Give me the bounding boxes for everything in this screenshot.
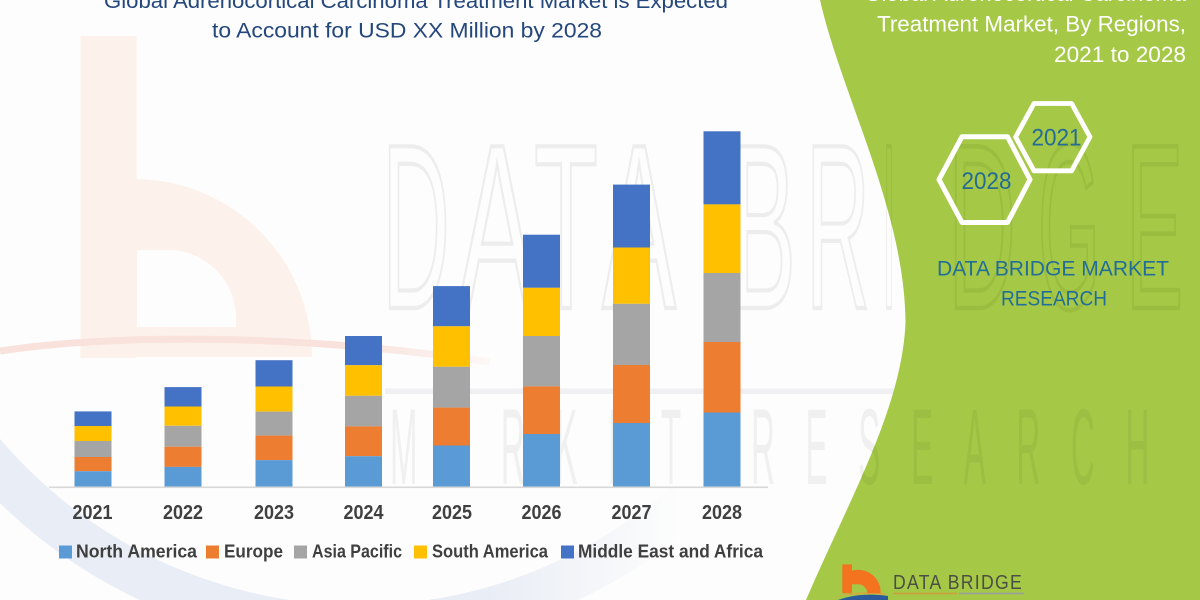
svg-text:2021 to 2028: 2021 to 2028 <box>1054 42 1186 67</box>
svg-text:to Account for USD XX Million: to Account for USD XX Million by 2028 <box>212 20 602 43</box>
svg-text:Global Adrenocortical Carcinom: Global Adrenocortical Carcinoma <box>864 0 1186 6</box>
svg-text:Asia Pacific: Asia Pacific <box>312 541 402 562</box>
svg-text:Middle East and Africa: Middle East and Africa <box>578 541 764 562</box>
svg-text:2021: 2021 <box>73 501 113 524</box>
svg-text:2025: 2025 <box>432 501 472 524</box>
svg-text:DATA BRIDGE: DATA BRIDGE <box>893 571 1023 594</box>
svg-text:MARKET RESEARCH: MARKET RESEARCH <box>896 597 1023 600</box>
svg-text:2028: 2028 <box>962 168 1012 195</box>
svg-text:RESEARCH: RESEARCH <box>1001 288 1107 311</box>
svg-text:DATA BRIDGE MARKET: DATA BRIDGE MARKET <box>937 258 1169 281</box>
svg-text:South America: South America <box>432 541 549 562</box>
svg-text:2027: 2027 <box>612 501 652 524</box>
svg-text:2024: 2024 <box>344 501 385 524</box>
svg-text:2026: 2026 <box>522 501 562 524</box>
svg-text:E: E <box>1126 95 1183 358</box>
svg-text:2028: 2028 <box>702 501 742 524</box>
svg-text:Europe: Europe <box>224 541 283 562</box>
svg-text:2022: 2022 <box>163 501 203 524</box>
svg-text:2021: 2021 <box>1032 125 1082 152</box>
svg-text:R: R <box>806 95 870 358</box>
svg-text:2023: 2023 <box>254 501 294 524</box>
svg-text:Global Adrenocortical Carcinom: Global Adrenocortical Carcinoma Treatmen… <box>104 0 728 13</box>
svg-text:Treatment Market, By Regions,: Treatment Market, By Regions, <box>877 12 1186 37</box>
svg-text:North America: North America <box>76 541 198 562</box>
